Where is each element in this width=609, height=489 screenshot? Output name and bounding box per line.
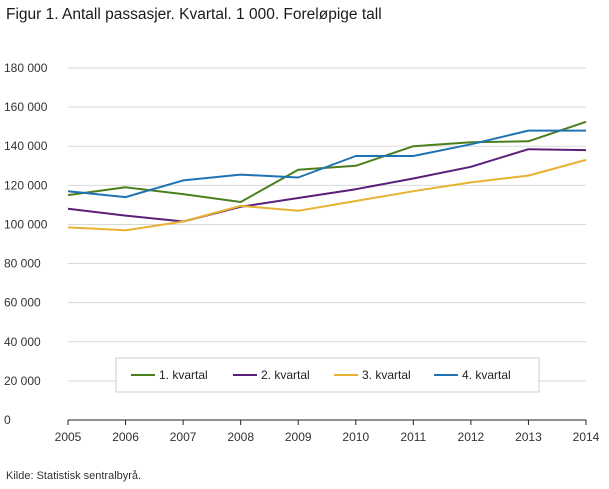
x-tick-label: 2005 bbox=[55, 430, 82, 444]
legend-label: 1. kvartal bbox=[159, 368, 208, 382]
y-tick-label: 120 000 bbox=[4, 178, 48, 192]
series-line-2 bbox=[67, 148, 587, 223]
y-axis-ticks: 0 20 000 40 000 60 000 80 000 100 000 120 000 1… bbox=[4, 61, 48, 427]
legend-label: 4. kvartal bbox=[462, 368, 511, 382]
y-tick-label: 60 000 bbox=[4, 296, 41, 310]
series-line-4 bbox=[67, 129, 586, 199]
x-tick-label: 2006 bbox=[112, 430, 139, 444]
y-tick-label: 0 bbox=[4, 413, 11, 427]
series-lines bbox=[67, 120, 587, 232]
y-tick-label: 180 000 bbox=[4, 61, 48, 75]
legend-label: 2. kvartal bbox=[261, 368, 310, 382]
y-tick-label: 80 000 bbox=[4, 257, 41, 271]
y-tick-label: 40 000 bbox=[4, 335, 41, 349]
x-tick-label: 2014 bbox=[573, 430, 600, 444]
y-tick-label: 160 000 bbox=[4, 100, 48, 114]
y-tick-label: 100 000 bbox=[4, 217, 48, 231]
gridlines bbox=[68, 67, 586, 421]
y-tick-label: 140 000 bbox=[4, 139, 48, 153]
series-line-3 bbox=[67, 158, 587, 232]
chart-title: Figur 1. Antall passasjer. Kvartal. 1 00… bbox=[6, 6, 382, 23]
x-axis-ticks: 2005 2006 2007 2008 2009 2010 2011 2012 2013 2014 bbox=[55, 420, 600, 444]
x-tick-label: 2008 bbox=[227, 430, 254, 444]
x-tick-label: 2009 bbox=[285, 430, 312, 444]
series-line-1 bbox=[67, 120, 587, 203]
x-tick-label: 2013 bbox=[515, 430, 542, 444]
source-note: Kilde: Statistisk sentralbyrå. bbox=[6, 470, 142, 482]
x-tick-label: 2007 bbox=[170, 430, 197, 444]
y-tick-label: 20 000 bbox=[4, 374, 41, 388]
legend-box bbox=[115, 357, 540, 393]
legend: 1. kvartal 2. kvartal 3. kvartal 4. kvartal bbox=[115, 357, 540, 393]
x-tick-label: 2011 bbox=[400, 430, 426, 444]
x-tick-label: 2012 bbox=[458, 430, 485, 444]
legend-label: 3. kvartal bbox=[362, 368, 411, 382]
x-tick-label: 2010 bbox=[342, 430, 369, 444]
